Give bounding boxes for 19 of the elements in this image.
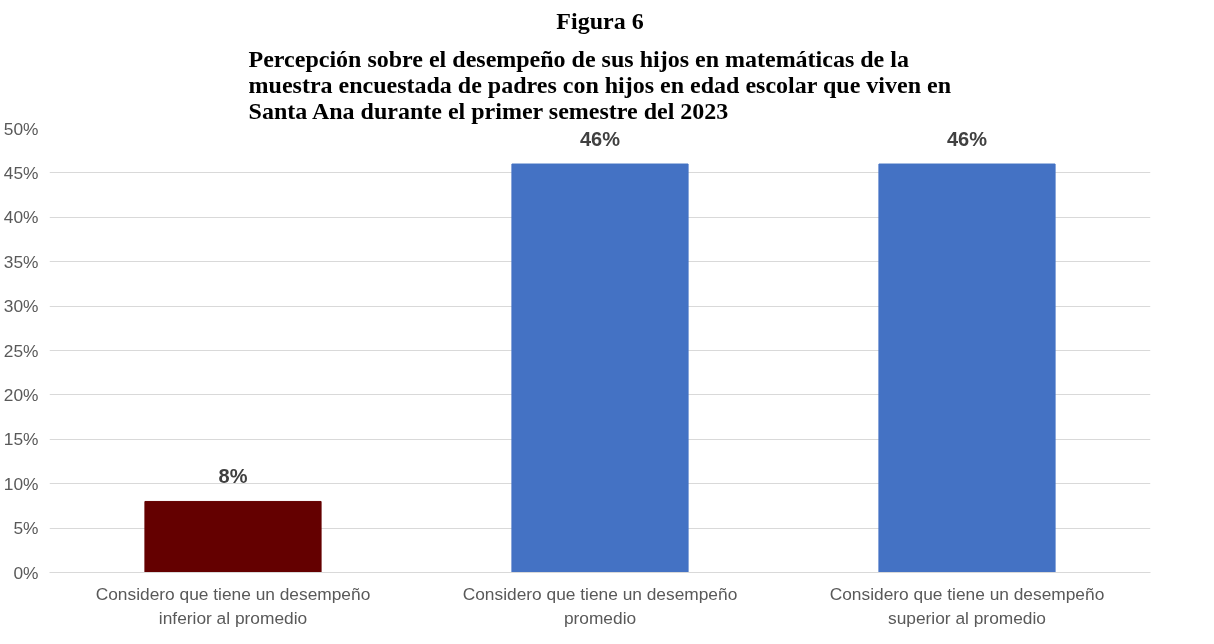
chart-title: Figura 6 [556, 7, 644, 34]
y-tick-label: 5% [13, 518, 39, 539]
data-label: 46% [579, 128, 621, 151]
y-tick-label: 0% [13, 562, 39, 583]
y-tick-label: 20% [3, 384, 39, 405]
y-tick-label: 30% [3, 296, 39, 317]
data-label: 8% [218, 465, 248, 488]
y-tick-label: 35% [3, 251, 39, 272]
chart-subtitle: Percepción sobre el desempeño de sus hijos en matemáticas de la muestra encuestada de padres con hijos en edad escolar que viven en Santa Ana durante el primer semestre del 2023 [248, 45, 952, 124]
y-tick-label: 50% [3, 118, 39, 139]
y-tick-label: 45% [3, 162, 39, 183]
data-label: 46% [946, 128, 988, 151]
x-tick-label: Considero que tiene un desempeño superior al promedio [829, 583, 1105, 628]
y-tick-label: 15% [3, 429, 39, 450]
y-tick-label: 10% [3, 473, 39, 494]
y-tick-label: 25% [3, 340, 39, 361]
x-tick-label: Considero que tiene un desempeño inferior al promedio [95, 583, 371, 628]
y-tick-label: 40% [3, 207, 39, 228]
x-tick-label: Considero que tiene un desempeño promedio [462, 583, 738, 628]
